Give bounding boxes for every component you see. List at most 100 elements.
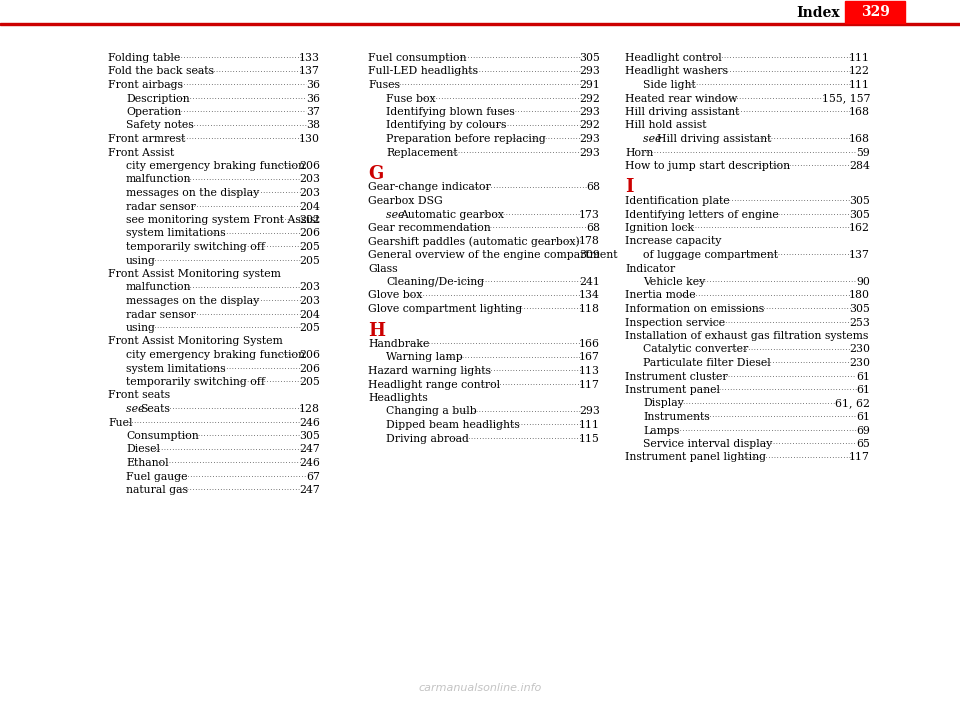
Text: Safety notes: Safety notes: [126, 121, 194, 130]
Text: Hill hold assist: Hill hold assist: [625, 121, 707, 130]
Text: Headlight range control: Headlight range control: [368, 379, 500, 390]
Text: messages on the display: messages on the display: [126, 188, 259, 198]
Text: 305: 305: [850, 210, 870, 219]
Text: Gearbox DSG: Gearbox DSG: [368, 196, 443, 206]
Text: radar sensor: radar sensor: [126, 201, 196, 212]
Text: 61: 61: [856, 372, 870, 381]
Text: I: I: [625, 179, 634, 196]
Text: system limitations: system limitations: [126, 229, 226, 238]
Text: 305: 305: [850, 196, 870, 206]
Text: Description: Description: [126, 93, 190, 104]
Text: 117: 117: [579, 379, 600, 390]
Text: Folding table: Folding table: [108, 53, 180, 63]
Text: 65: 65: [856, 439, 870, 449]
Text: using: using: [126, 323, 156, 333]
Text: city emergency braking function: city emergency braking function: [126, 161, 305, 171]
Text: Ignition lock: Ignition lock: [625, 223, 694, 233]
Text: General overview of the engine compartment: General overview of the engine compartme…: [368, 250, 617, 260]
Text: 205: 205: [300, 242, 320, 252]
Text: 178: 178: [579, 236, 600, 247]
Text: 305: 305: [300, 431, 320, 441]
Text: carmanualsonline.info: carmanualsonline.info: [419, 683, 541, 693]
Text: see monitoring system Front Assist: see monitoring system Front Assist: [126, 215, 320, 225]
Text: 168: 168: [849, 134, 870, 144]
Text: Glove box: Glove box: [368, 290, 422, 301]
Text: 90: 90: [856, 277, 870, 287]
Text: 203: 203: [299, 296, 320, 306]
Text: 204: 204: [300, 201, 320, 212]
Text: Fold the back seats: Fold the back seats: [108, 67, 214, 76]
Text: see: see: [126, 404, 148, 414]
Text: Catalytic converter: Catalytic converter: [643, 344, 748, 355]
Text: city emergency braking function: city emergency braking function: [126, 350, 305, 360]
Text: Identifying blown fuses: Identifying blown fuses: [386, 107, 515, 117]
Text: Horn: Horn: [625, 147, 653, 158]
Text: 206: 206: [299, 364, 320, 374]
Text: see: see: [386, 210, 408, 219]
Text: Hill driving assistant: Hill driving assistant: [657, 134, 772, 144]
Text: Replacement: Replacement: [386, 147, 458, 158]
Text: 253: 253: [850, 318, 870, 327]
Text: 241: 241: [579, 277, 600, 287]
Text: 166: 166: [579, 339, 600, 349]
Text: Index: Index: [797, 6, 840, 20]
Text: 203: 203: [299, 188, 320, 198]
Text: Headlight control: Headlight control: [625, 53, 722, 63]
Text: 203: 203: [299, 283, 320, 292]
Text: 230: 230: [849, 358, 870, 368]
Text: radar sensor: radar sensor: [126, 310, 196, 320]
Text: 155, 157: 155, 157: [822, 93, 870, 104]
Text: Glove compartment lighting: Glove compartment lighting: [368, 304, 522, 314]
Text: Instrument panel lighting: Instrument panel lighting: [625, 453, 766, 463]
Text: 168: 168: [849, 107, 870, 117]
Text: 293: 293: [579, 67, 600, 76]
Text: Consumption: Consumption: [126, 431, 199, 441]
Text: Glass: Glass: [368, 264, 397, 273]
Text: 162: 162: [849, 223, 870, 233]
Text: Vehicle key: Vehicle key: [643, 277, 706, 287]
Text: 206: 206: [299, 229, 320, 238]
Text: 180: 180: [849, 290, 870, 301]
Text: Heated rear window: Heated rear window: [625, 93, 737, 104]
Text: system limitations: system limitations: [126, 364, 226, 374]
Text: 167: 167: [579, 353, 600, 362]
Text: Dipped beam headlights: Dipped beam headlights: [386, 420, 519, 430]
Text: 59: 59: [856, 147, 870, 158]
Text: Hill driving assistant: Hill driving assistant: [625, 107, 739, 117]
Text: 61: 61: [856, 385, 870, 395]
Text: Front armrest: Front armrest: [108, 134, 185, 144]
Text: temporarily switching off: temporarily switching off: [126, 377, 265, 387]
Text: see: see: [643, 134, 665, 144]
Text: of luggage compartment: of luggage compartment: [643, 250, 778, 260]
Text: 230: 230: [849, 344, 870, 355]
Text: 246: 246: [300, 418, 320, 428]
Text: 117: 117: [850, 453, 870, 463]
Text: 205: 205: [300, 323, 320, 333]
Text: 246: 246: [300, 458, 320, 468]
Text: Lamps: Lamps: [643, 426, 680, 435]
Text: Installation of exhaust gas filtration systems: Installation of exhaust gas filtration s…: [625, 331, 869, 341]
Text: Front Assist Monitoring system: Front Assist Monitoring system: [108, 269, 281, 279]
Text: 69: 69: [856, 426, 870, 435]
Text: Instrument panel: Instrument panel: [625, 385, 720, 395]
Text: Fuel gauge: Fuel gauge: [126, 472, 187, 482]
Text: natural gas: natural gas: [126, 485, 188, 495]
Text: Diesel: Diesel: [126, 444, 160, 454]
Text: Gear-change indicator: Gear-change indicator: [368, 182, 491, 193]
Text: Warning lamp: Warning lamp: [386, 353, 463, 362]
Text: 36: 36: [306, 93, 320, 104]
Text: Service interval display: Service interval display: [643, 439, 772, 449]
Text: Fuse box: Fuse box: [386, 93, 436, 104]
Text: 293: 293: [579, 407, 600, 416]
Text: 293: 293: [579, 134, 600, 144]
Text: Hazard warning lights: Hazard warning lights: [368, 366, 491, 376]
Text: 292: 292: [579, 121, 600, 130]
Text: 130: 130: [299, 134, 320, 144]
Text: Display: Display: [643, 398, 684, 409]
Text: 206: 206: [299, 161, 320, 171]
Text: Fuel: Fuel: [108, 418, 132, 428]
Text: temporarily switching off: temporarily switching off: [126, 242, 265, 252]
Text: Seats: Seats: [140, 404, 170, 414]
Text: Preparation before replacing: Preparation before replacing: [386, 134, 545, 144]
Text: 205: 205: [300, 377, 320, 387]
